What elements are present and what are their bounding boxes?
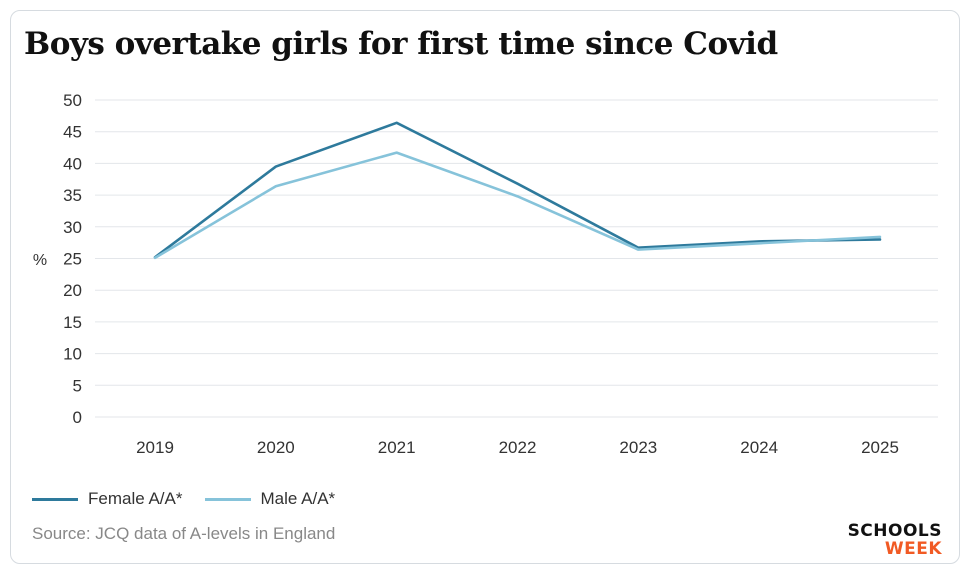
logo-line-schools: SCHOOLS	[847, 521, 942, 541]
x-axis-ticks: 2019 2020 2021 2022 2023 2024 2025	[136, 438, 899, 457]
y-tick-label: 45	[63, 123, 82, 142]
y-tick-label: 10	[63, 345, 82, 364]
series-line-female	[153, 121, 882, 259]
legend: Female A/A* Male A/A*	[32, 489, 335, 509]
y-axis-label: %	[33, 252, 47, 269]
x-tick-label: 2025	[861, 438, 899, 457]
source-note: Source: JCQ data of A-levels in England	[32, 524, 336, 543]
chart-title: Boys overtake girls for first time since…	[24, 26, 778, 62]
legend-label-male: Male A/A*	[260, 489, 336, 508]
series-lines	[153, 121, 882, 260]
gridlines	[95, 99, 938, 418]
x-tick-label: 2023	[619, 438, 657, 457]
y-tick-label: 35	[63, 186, 82, 205]
chart-card	[10, 10, 960, 564]
y-tick-label: 20	[63, 281, 82, 300]
legend-item-female: Female A/A*	[32, 489, 183, 509]
schools-week-logo: SCHOOLS WEEK	[848, 522, 942, 558]
y-tick-label: 0	[73, 408, 82, 427]
legend-item-male: Male A/A*	[204, 489, 336, 509]
x-tick-label: 2024	[740, 438, 778, 457]
y-axis-ticks: 0 5 10 15 20 25 30 35 40 45 50	[63, 91, 82, 427]
legend-label-female: Female A/A*	[88, 489, 183, 508]
y-tick-label: 5	[73, 376, 82, 395]
logo-line-week: WEEK	[884, 539, 942, 559]
legend-swatch-female	[32, 497, 78, 501]
y-tick-label: 50	[63, 91, 82, 110]
y-tick-label: 15	[63, 313, 82, 332]
series-line-male	[153, 151, 882, 260]
y-tick-label: 25	[63, 250, 82, 269]
y-tick-label: 40	[63, 154, 82, 173]
x-tick-label: 2021	[378, 438, 416, 457]
legend-swatch-male	[204, 497, 251, 501]
x-tick-label: 2020	[257, 438, 295, 457]
y-tick-label: 30	[63, 218, 82, 237]
x-tick-label: 2022	[499, 438, 537, 457]
x-tick-label: 2019	[136, 438, 174, 457]
